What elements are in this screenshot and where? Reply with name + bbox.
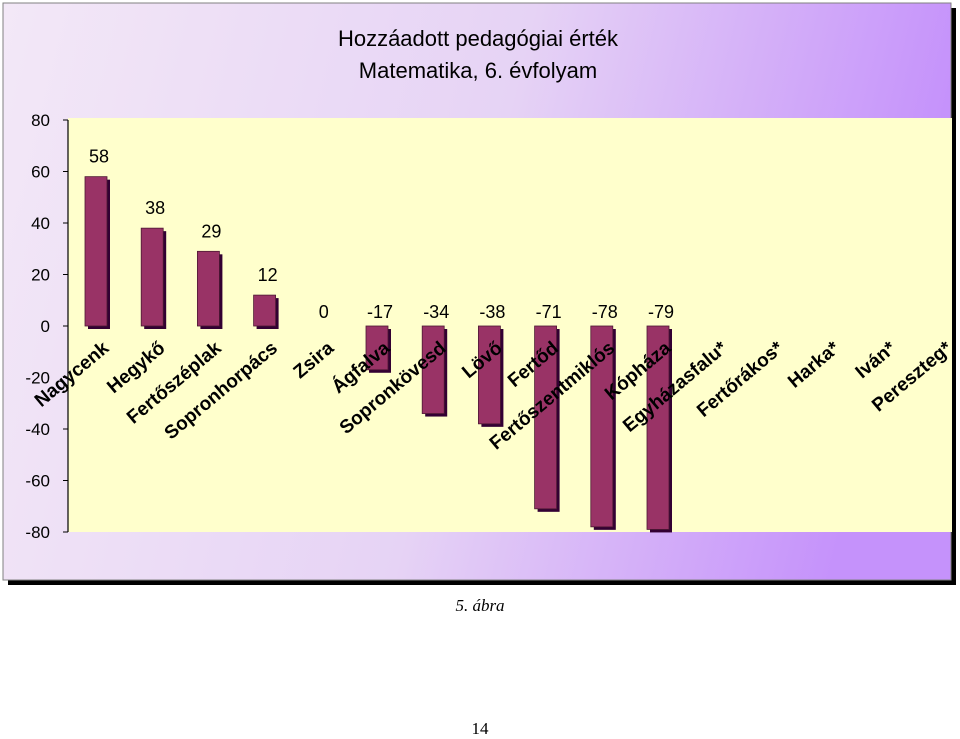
chart-subtitle: Matematika, 6. évfolyam [359, 58, 597, 83]
bar [140, 227, 164, 327]
y-tick-label: 40 [31, 214, 50, 233]
bar [534, 325, 557, 510]
bar-chart: 80 60 40 20 0 -20 -40 -60 -80 58 38 29 12 0 -17 -34 -38… [2, 2, 957, 585]
bar [590, 325, 614, 528]
bar [477, 325, 501, 425]
bars [84, 176, 672, 533]
value-label: -17 [367, 302, 393, 322]
value-label: 58 [89, 147, 109, 167]
bar [196, 250, 220, 327]
value-label: -79 [648, 302, 674, 322]
value-label: 38 [145, 198, 165, 218]
y-tick-label: 20 [31, 266, 50, 285]
y-tick-label: 60 [31, 163, 50, 182]
page-number: 14 [471, 719, 489, 738]
bar [365, 325, 389, 371]
figure-caption: 5. ábra [455, 596, 505, 615]
y-tick-label: 0 [41, 317, 50, 336]
y-tick-label: 80 [31, 111, 50, 130]
chart-frame: 80 60 40 20 0 -20 -40 -60 -80 58 38 29 12 0 -17 -34 -38… [2, 2, 958, 587]
value-label: 0 [319, 302, 329, 322]
value-label: -34 [423, 302, 449, 322]
value-label: -78 [592, 302, 618, 322]
bar [84, 176, 108, 327]
bar [421, 325, 445, 414]
value-label: 12 [258, 265, 278, 285]
y-tick-label: -20 [25, 369, 50, 388]
bar [646, 325, 670, 530]
value-labels: 58 38 29 12 0 -17 -34 -38 -71 -78 -79 [89, 147, 674, 322]
value-label: 29 [201, 221, 221, 241]
value-label: -71 [536, 302, 562, 322]
value-label: -38 [479, 302, 505, 322]
bar [253, 294, 277, 327]
y-tick-label: -60 [25, 472, 50, 491]
y-tick-label: -80 [25, 523, 50, 542]
y-axis: 80 60 40 20 0 -20 -40 -60 -80 [25, 111, 69, 542]
y-tick-label: -40 [25, 420, 50, 439]
chart-title: Hozzáadott pedagógiai érték [338, 26, 619, 51]
